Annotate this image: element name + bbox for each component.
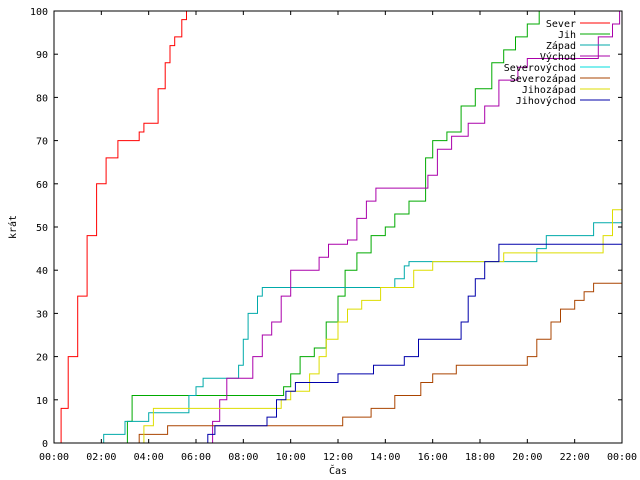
legend-label: Jihovýchod (516, 95, 576, 107)
y-tick-label: 20 (36, 353, 48, 364)
series-line-7 (54, 183, 623, 444)
series-line-8 (54, 243, 622, 444)
x-tick-label: 20:00 (512, 452, 542, 463)
x-tick-label: 14:00 (370, 452, 400, 463)
series-line-3 (54, 222, 622, 444)
legend-label: Jih (558, 30, 576, 41)
y-tick-label: 60 (36, 180, 48, 191)
y-tick-label: 30 (36, 309, 48, 320)
x-tick-label: 06:00 (181, 452, 211, 463)
x-tick-label: 00:00 (607, 452, 637, 463)
x-tick-label: 04:00 (134, 452, 164, 463)
x-tick-label: 18:00 (465, 452, 495, 463)
x-axis-title: Čas (329, 464, 347, 477)
y-axis: 0 10 20 30 40 50 60 70 80 90 100 (30, 7, 622, 450)
y-axis-title: krát (7, 215, 19, 239)
x-axis: 00:00 02:00 04:00 06:00 08:00 10:00 12:00 14:00… (39, 11, 637, 463)
y-tick-label: 40 (36, 266, 48, 277)
series-lines (54, 11, 623, 444)
x-tick-label: 12:00 (323, 452, 353, 463)
series-line-2 (54, 11, 540, 444)
x-tick-label: 16:00 (418, 452, 448, 463)
y-tick-label: 0 (42, 439, 48, 450)
y-tick-label: 50 (36, 223, 48, 234)
x-tick-label: 08:00 (228, 452, 258, 463)
legend-label: Západ (546, 40, 576, 52)
legend-label: Jihozápad (522, 84, 576, 96)
legend-label: Severovýchod (504, 62, 576, 74)
x-tick-label: 22:00 (560, 452, 590, 463)
legend-label: Východ (540, 51, 576, 63)
series-line-6 (54, 282, 622, 444)
y-tick-label: 80 (36, 93, 48, 104)
x-tick-label: 00:00 (39, 452, 69, 463)
y-tick-label: 10 (36, 396, 48, 407)
legend-label: Severozápad (510, 73, 576, 85)
legend: SeverJihZápadVýchodSeverovýchodSeverozáp… (504, 19, 610, 107)
legend-label: Sever (546, 19, 576, 30)
series-line-4 (54, 11, 621, 444)
series-line-1 (54, 11, 187, 444)
y-tick-label: 90 (36, 50, 48, 61)
x-tick-label: 02:00 (86, 452, 116, 463)
x-tick-label: 10:00 (276, 452, 306, 463)
y-tick-label: 100 (30, 7, 48, 18)
y-tick-label: 70 (36, 137, 48, 148)
